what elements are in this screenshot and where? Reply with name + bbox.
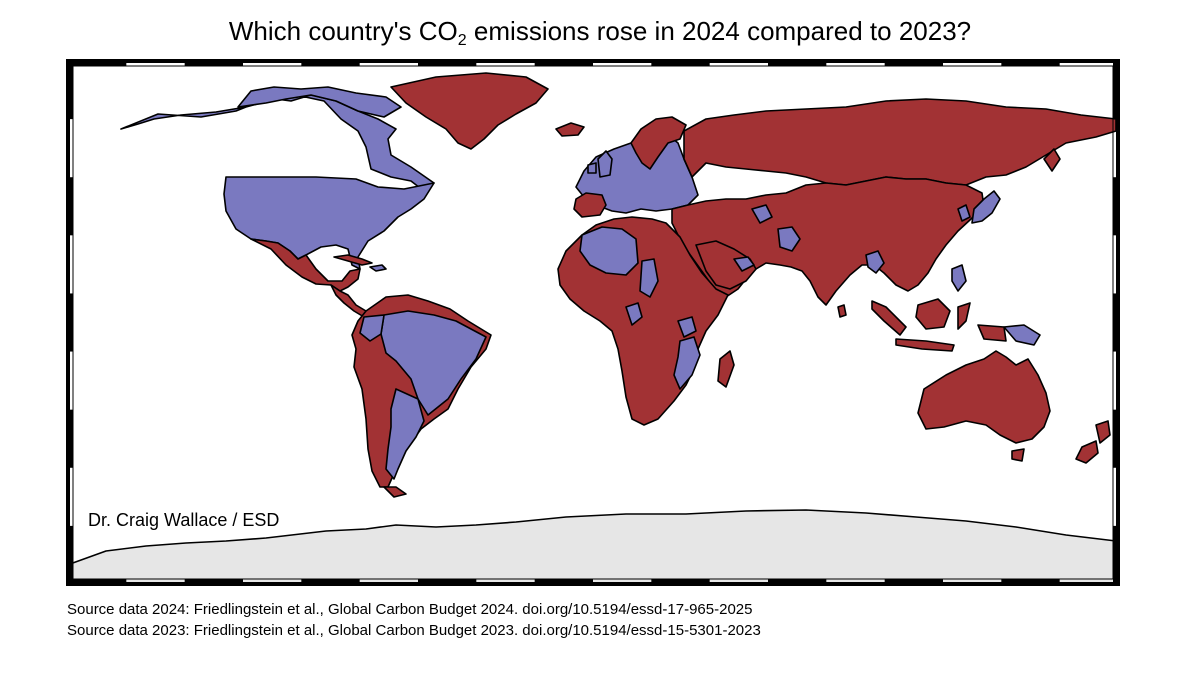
ireland [587,162,597,174]
author-credit: Dr. Craig Wallace / ESD [88,510,280,530]
colombia [359,314,385,342]
arabian-peninsula [695,240,757,290]
frame-tick [1001,579,1060,584]
frame-tick [1113,525,1118,584]
frame-tick [418,579,477,584]
tanzania [677,316,697,338]
borneo [915,298,951,330]
mexico-central-america [250,238,361,292]
frame-tick [1113,409,1118,468]
canada-arctic-islands [237,86,402,118]
iberia [573,192,607,218]
new-zealand-south [1075,440,1099,464]
frame-tick [1113,177,1118,236]
frame-tick [534,579,593,584]
source-note-2024: Source data 2024: Friedlingstein et al.,… [67,601,753,618]
kamchatka [1043,148,1061,172]
frame-tick [301,61,360,66]
map-title: Which country's CO2 emissions rose in 20… [228,16,972,49]
frame-tick [534,61,593,66]
frame-tick [884,579,943,584]
south-korea [957,204,971,222]
cameroon [625,302,643,326]
java [895,338,955,352]
philippines [951,264,967,292]
frame-tick [68,177,73,236]
japan [971,190,1001,224]
frame-tick [301,579,360,584]
tasmania [1011,448,1025,462]
pakistan [777,226,801,252]
madagascar [717,350,735,388]
frame-tick [418,61,477,66]
argentina [385,388,425,480]
frame-tick [1001,61,1060,66]
frame-tick [651,579,710,584]
new-zealand-north [1095,420,1111,444]
iceland [555,122,585,137]
sumatra [871,300,907,336]
thailand [865,250,885,274]
frame-tick [1113,61,1118,120]
papua-new-guinea [1003,324,1041,346]
uk [597,150,613,178]
frame-tick [768,579,827,584]
russia [683,98,1117,186]
frame-tick [184,579,243,584]
new-guinea-west [977,324,1007,342]
frame-tick [184,61,243,66]
scandinavia [630,116,687,170]
australia [917,350,1051,444]
frame-tick [768,61,827,66]
uae-oman [733,256,755,272]
antarctica [69,509,1117,584]
frame-tick [68,293,73,352]
frame-tick [68,525,73,584]
frame-tick [651,61,710,66]
source-note-2023: Source data 2023: Friedlingstein et al.,… [67,622,761,639]
frame-tick [68,409,73,468]
sri-lanka [837,304,847,318]
world-map [66,59,1120,586]
sulawesi [957,302,971,330]
kazakhstan-patch [751,204,773,224]
caribbean [369,264,387,272]
brazil [380,310,487,416]
frame-tick [68,61,127,66]
tierra-del-fuego [383,486,407,498]
chad [639,258,659,298]
frame-tick [1113,293,1118,352]
greenland [390,72,549,150]
algeria [579,226,639,276]
frame-tick [68,579,127,584]
cuba [333,254,373,266]
frame-tick [68,61,73,120]
frame-tick [884,61,943,66]
mozambique [673,336,701,390]
